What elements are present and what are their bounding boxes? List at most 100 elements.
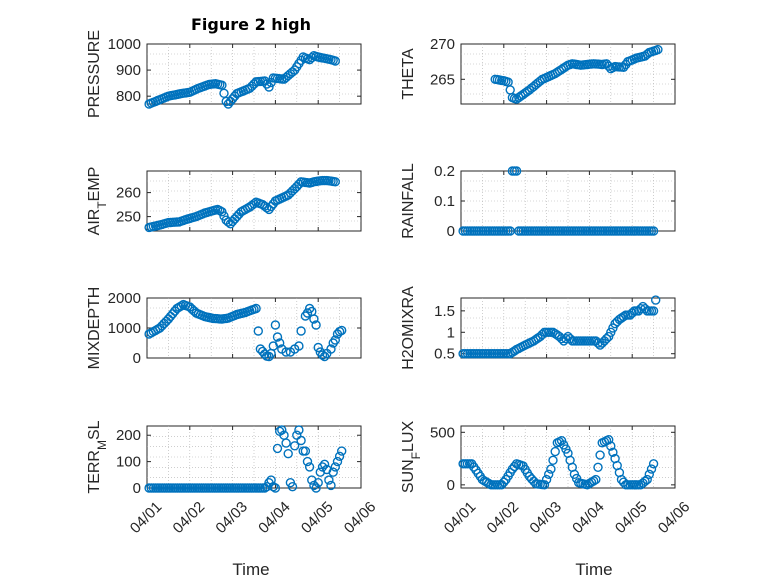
data-point: [277, 425, 287, 435]
data-point: [275, 338, 285, 348]
y-tick-label: 0: [133, 350, 141, 367]
chart-sun-flux: 0 500 04/01 04/02 04/03 04/04 04/05 04/06 SUNFLU…: [400, 421, 693, 537]
data-point: [337, 446, 347, 456]
data-point: [330, 462, 340, 472]
data-point: [595, 450, 605, 460]
y-tick-label: 1: [447, 324, 455, 341]
data-point: [296, 326, 306, 336]
y-axis-label: H2OMIXRA: [400, 286, 417, 370]
data-point: [290, 441, 300, 451]
y-axis-label: SUNFLUX: [400, 421, 423, 494]
data-point: [648, 306, 659, 316]
x-tick-label: 04/02: [484, 498, 523, 537]
x-tick-label: 04/06: [341, 498, 380, 537]
data-point: [326, 344, 336, 354]
y-tick-label: 260: [116, 185, 141, 202]
data-point: [253, 326, 263, 336]
data-point: [589, 476, 599, 486]
y-axis-label: MIXDEPTH: [86, 287, 103, 370]
data-point: [561, 334, 571, 344]
x-tick-label: 04/05: [612, 498, 651, 537]
data-point: [550, 446, 560, 457]
y-tick-label: 1.5: [434, 303, 455, 320]
chart-terr-msl: 0 100 200 04/01 04/02 04/03 04/04 04/05 04/06 TER…: [86, 420, 379, 537]
data-point: [311, 320, 321, 330]
data-point: [332, 456, 343, 467]
data-point: [262, 203, 272, 213]
data-point: [302, 456, 313, 467]
data-point: [606, 327, 616, 337]
y-tick-label: 0.1: [434, 193, 455, 210]
data-point: [313, 478, 323, 488]
data-point: [541, 474, 552, 485]
data-point: [604, 435, 614, 445]
data-point: [499, 477, 509, 487]
x-tick-label: 04/03: [212, 498, 251, 537]
data-point: [591, 474, 601, 485]
figure-title: Figure 2 high: [191, 15, 311, 34]
data-point: [270, 320, 281, 330]
data-point: [294, 179, 304, 189]
data-point: [627, 308, 637, 318]
data-point: [283, 449, 293, 459]
data-point: [548, 455, 558, 465]
data-point: [546, 464, 556, 474]
x-tick-label: 04/03: [526, 498, 565, 537]
data-point: [296, 435, 306, 446]
y-tick-label: 500: [430, 424, 455, 441]
data-point: [640, 476, 650, 486]
x-axis-label: Time: [575, 560, 612, 579]
data-point: [251, 303, 261, 314]
y-axis-label: RAINFALL: [400, 163, 417, 239]
data-point: [636, 304, 646, 314]
y-tick-label: 0: [133, 480, 141, 497]
x-axis-label: Time: [232, 560, 269, 579]
x-tick-label: 04/04: [569, 498, 608, 537]
y-tick-label: 2000: [108, 290, 141, 307]
y-axis-label: TERRMSL: [86, 420, 109, 493]
y-tick-label: 0.5: [434, 346, 455, 363]
data-point: [537, 329, 547, 340]
data-point: [593, 338, 603, 348]
data-point: [294, 425, 304, 435]
data-point: [272, 332, 283, 342]
data-point: [334, 451, 345, 461]
data-point: [309, 314, 319, 324]
chart-mixdepth: 0 1000 2000 MIXDEPTH: [86, 287, 362, 370]
y-axis-label: PRESSURE: [86, 30, 103, 118]
data-point: [302, 308, 313, 318]
chart-pressure: 800 900 1000 PRESSURE: [86, 30, 362, 118]
data-point: [281, 438, 291, 448]
data-point: [324, 475, 334, 485]
data-point: [618, 311, 629, 322]
data-point: [644, 469, 654, 479]
data-point: [646, 464, 657, 474]
data-point: [330, 335, 340, 345]
chart-theta: 265 270 THETA: [400, 36, 676, 105]
data-point: [270, 483, 281, 493]
y-tick-label: 1000: [108, 320, 141, 337]
data-point: [651, 295, 661, 305]
y-tick-label: 265: [430, 71, 455, 88]
data-point: [268, 482, 278, 492]
x-tick-label: 04/06: [655, 498, 694, 537]
data-point: [642, 474, 652, 485]
data-point: [330, 177, 340, 187]
data-point: [328, 467, 338, 477]
data-point: [176, 301, 186, 311]
data-point: [317, 350, 328, 360]
y-axis-label: THETA: [400, 48, 417, 100]
x-tick-label: 04/05: [298, 498, 337, 537]
data-point: [484, 478, 494, 489]
data-point: [326, 480, 336, 491]
data-point: [287, 482, 298, 492]
data-point: [281, 347, 291, 357]
data-point: [608, 447, 618, 457]
y-tick-label: 0: [447, 223, 455, 240]
data-point: [319, 459, 330, 469]
data-point: [266, 475, 276, 485]
y-tick-label: 200: [116, 427, 141, 444]
y-tick-label: 0.2: [434, 163, 455, 180]
data-point: [593, 462, 603, 472]
